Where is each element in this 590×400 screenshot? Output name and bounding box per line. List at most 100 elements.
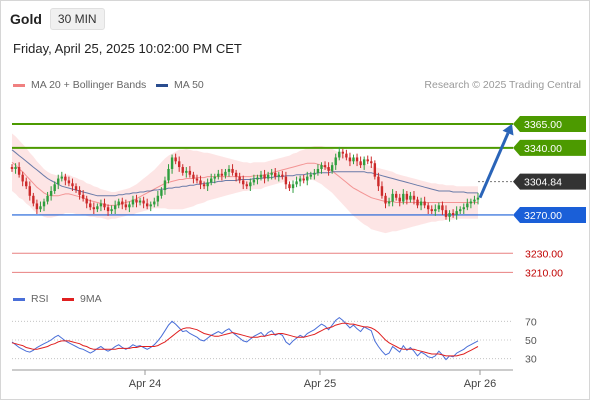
candle-body	[163, 180, 167, 191]
legend-ma50: MA 50	[156, 79, 204, 91]
candle-body	[416, 199, 419, 206]
candle-body	[455, 211, 458, 215]
ma50-label: MA 50	[174, 79, 204, 91]
candle-body	[263, 174, 266, 179]
ma9-label: 9MA	[80, 293, 102, 305]
rsi-label: RSI	[31, 293, 49, 305]
ma50-swatch	[156, 83, 168, 87]
candle-body	[462, 207, 465, 210]
candle-body	[117, 201, 120, 206]
candle-body	[131, 199, 135, 205]
candle-body	[217, 173, 220, 177]
candle-body	[423, 201, 426, 206]
candle-body	[362, 159, 366, 166]
legend-9ma: 9MA	[62, 293, 102, 305]
candle-body	[220, 173, 224, 176]
legend-ma20: MA 20 + Bollinger Bands	[13, 79, 146, 91]
candle-body	[25, 181, 28, 187]
candle-body	[274, 172, 277, 177]
candle-body	[174, 157, 177, 162]
candle-body	[28, 186, 31, 196]
candle-body	[42, 201, 46, 207]
candle-body	[234, 172, 238, 177]
level-label-3210.00: 3210.00	[525, 267, 563, 279]
candle-body	[291, 184, 295, 189]
candle-body	[256, 177, 259, 180]
candle-body	[85, 198, 88, 204]
candle-body	[177, 161, 181, 168]
candle-body	[316, 168, 320, 173]
candle-body	[21, 174, 24, 182]
candle-body	[14, 167, 17, 169]
candle-body	[259, 174, 263, 178]
candle-body	[124, 204, 128, 208]
bollinger-band	[12, 133, 478, 234]
candle-body	[306, 176, 309, 181]
candle-body	[210, 178, 213, 183]
candle-body	[10, 167, 14, 169]
rsi-series-9MA	[11, 322, 479, 357]
candle-body	[466, 203, 469, 208]
candle-body	[57, 178, 60, 185]
candle-body	[135, 199, 138, 203]
candle-body	[434, 209, 437, 212]
candle-body	[284, 176, 288, 185]
candle-body	[188, 170, 192, 175]
candle-body	[231, 168, 234, 173]
credit-label: Research © 2025 Trading Central	[424, 79, 581, 91]
candle-body	[192, 174, 195, 179]
timeframe-button[interactable]: 30 MIN	[49, 8, 105, 30]
candle-body	[373, 163, 377, 177]
candle-body	[345, 153, 348, 158]
candle-body	[81, 194, 85, 199]
candle-body	[32, 195, 35, 204]
projection-shaft	[478, 132, 510, 199]
candle-body	[313, 172, 316, 175]
candle-body	[476, 197, 480, 200]
candle-body	[366, 159, 369, 162]
projection-arrow	[478, 123, 514, 199]
candle-body	[270, 172, 273, 175]
candle-body	[103, 203, 106, 208]
ma9-swatch	[62, 297, 74, 301]
candle-body	[128, 204, 131, 208]
candle-body	[96, 206, 99, 210]
x-tick-label: Apr 24	[129, 378, 161, 390]
candle-body	[181, 167, 184, 173]
candle-body	[153, 201, 156, 205]
candle-body	[469, 201, 473, 204]
candle-body	[71, 183, 74, 187]
candle-body	[185, 170, 188, 173]
candle-body	[448, 213, 451, 217]
candle-body	[359, 161, 362, 166]
title-bar: Gold 30 MIN	[10, 8, 105, 30]
candle-body	[473, 199, 476, 202]
ma20-label: MA 20 + Bollinger Bands	[31, 79, 147, 91]
candle-body	[224, 171, 227, 176]
candle-body	[330, 165, 334, 171]
level-label-3365.00: 3365.00	[524, 119, 562, 131]
candle-body	[199, 180, 202, 185]
rsi-tick-50: 50	[525, 335, 537, 347]
candle-body	[195, 178, 199, 181]
candle-body	[459, 209, 462, 212]
candle-body	[46, 195, 49, 202]
candle-body	[352, 157, 355, 162]
candle-body	[170, 157, 174, 169]
candle-body	[242, 180, 245, 185]
candle-body	[441, 205, 444, 211]
candlesticks	[10, 146, 480, 222]
candle-body	[334, 157, 337, 166]
legend-rsi: RSI	[13, 293, 49, 305]
candle-body	[391, 193, 394, 202]
candle-body	[355, 157, 359, 162]
candle-body	[213, 176, 216, 179]
level-label-3270.00: 3270.00	[524, 210, 562, 222]
price-tags: 3365.00 3340.00 3304.84 3270.00 3230.00 3210.…	[513, 115, 586, 279]
level-label-3340.00: 3340.00	[524, 143, 562, 155]
candle-body	[149, 204, 152, 207]
candle-body	[106, 207, 110, 212]
candle-body	[405, 193, 409, 200]
candle-body	[402, 193, 405, 202]
